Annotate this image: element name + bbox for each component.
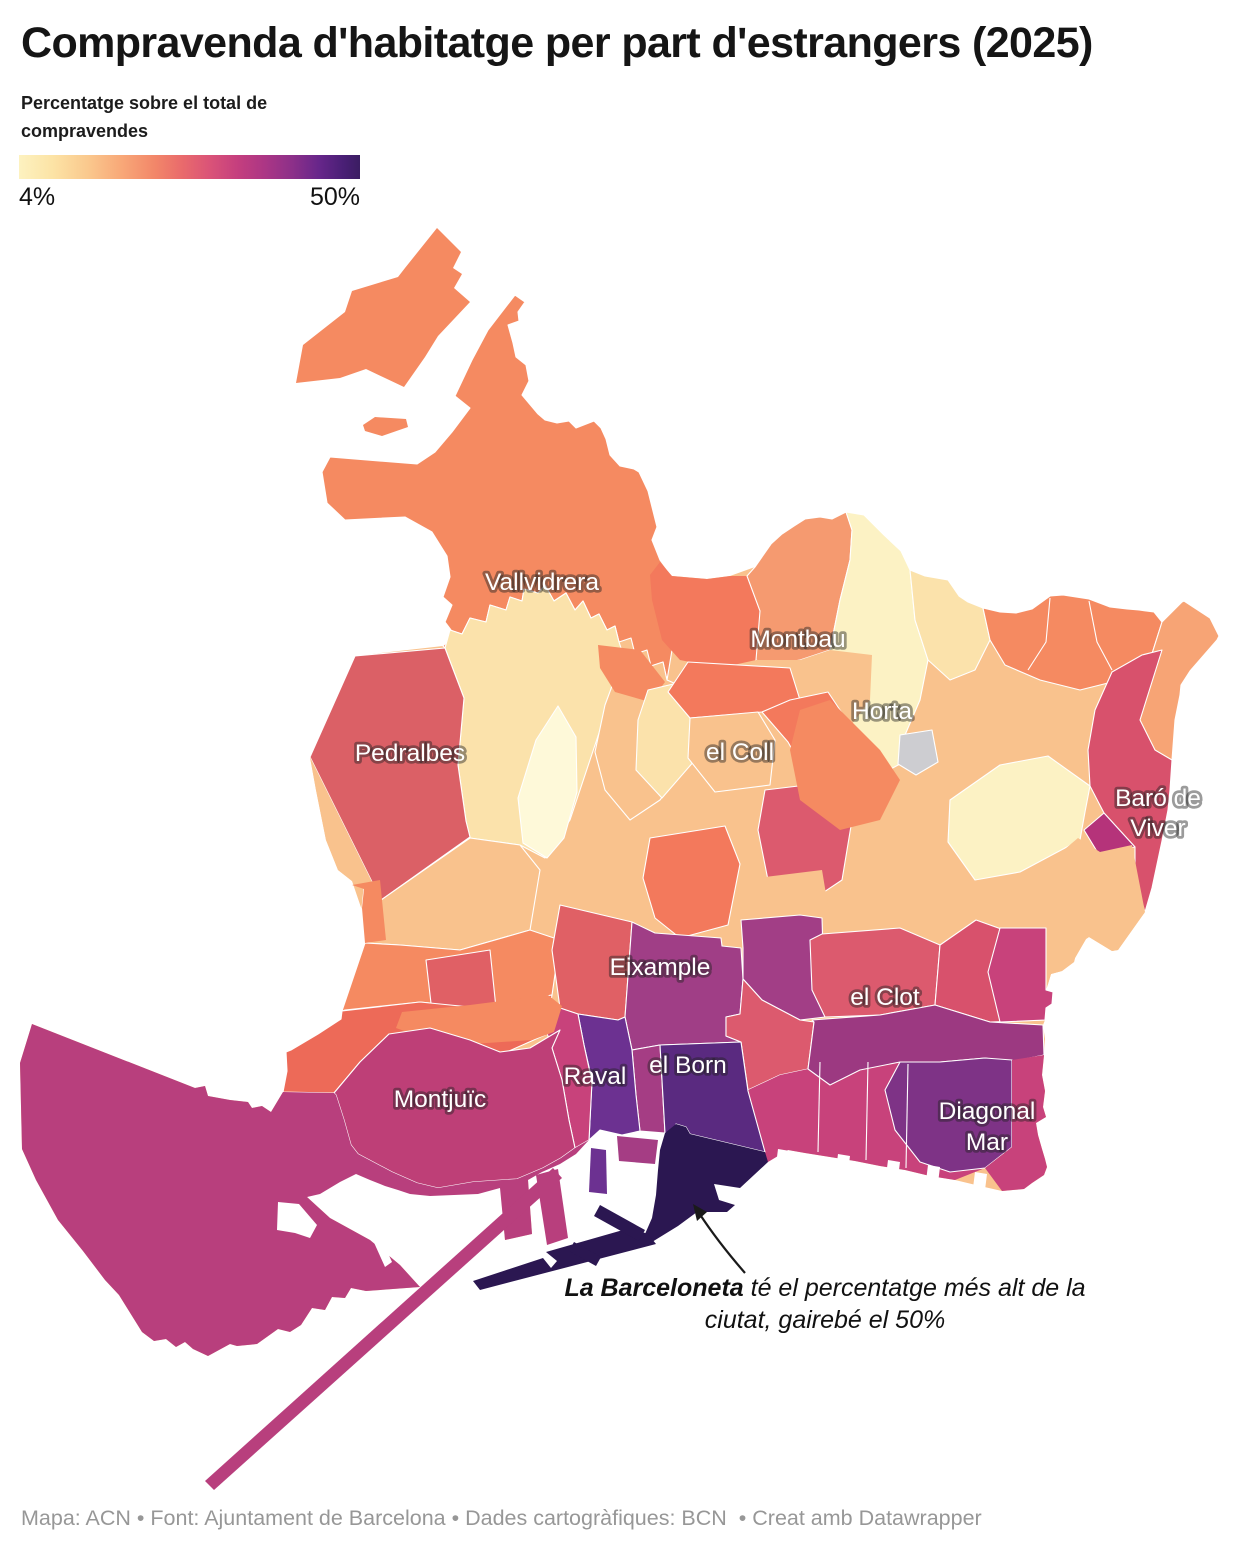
svg-text:el Born: el Born: [649, 1052, 727, 1079]
svg-text:Mar: Mar: [966, 1129, 1008, 1156]
svg-text:Viver: Viver: [1130, 815, 1185, 842]
svg-text:Montbau: Montbau: [750, 626, 845, 653]
svg-text:Raval: Raval: [564, 1063, 627, 1090]
svg-text:Montjuïc: Montjuïc: [394, 1086, 487, 1113]
svg-text:Horta: Horta: [852, 698, 912, 725]
svg-text:Baró de: Baró de: [1115, 785, 1201, 812]
svg-text:el Clot: el Clot: [850, 984, 920, 1011]
svg-text:Diagonal: Diagonal: [939, 1098, 1036, 1125]
svg-text:Eixample: Eixample: [610, 954, 711, 981]
svg-text:el Coll: el Coll: [706, 739, 774, 766]
svg-text:Vallvidrera: Vallvidrera: [485, 569, 599, 596]
svg-text:Pedralbes: Pedralbes: [355, 740, 465, 767]
